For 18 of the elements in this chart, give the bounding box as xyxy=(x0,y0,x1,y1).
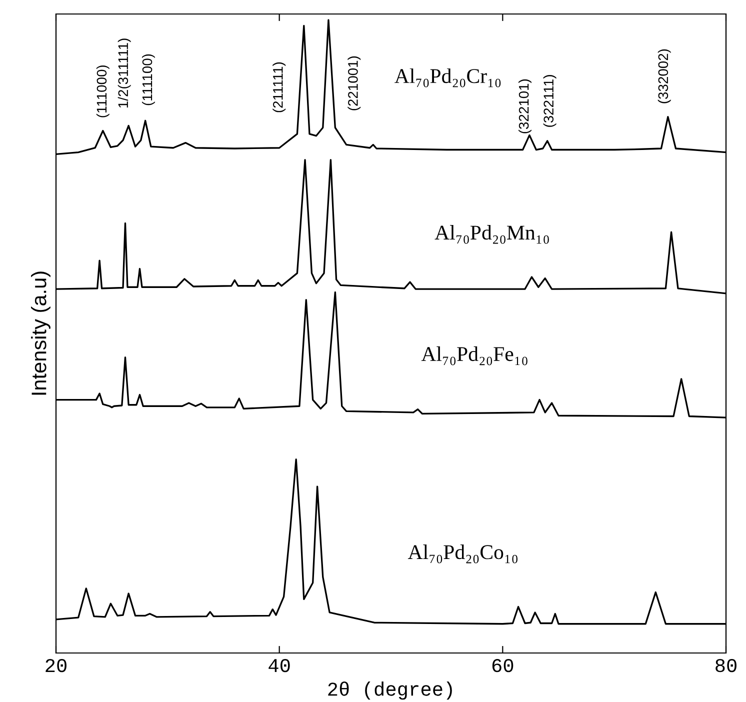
x-tick-label: 60 xyxy=(492,658,514,672)
series-label: Al₇₀Pd₂₀Fe₁₀ xyxy=(421,346,528,366)
annotation: (111000) xyxy=(96,65,110,118)
annotation: (221001) xyxy=(348,56,361,110)
x-tick-label: 20 xyxy=(46,658,66,672)
text: Al₇₀Pd₂₀Co₁₀ xyxy=(408,544,518,564)
annotation: (211111) xyxy=(272,62,286,112)
x-axis-title: 2θ (degree) xyxy=(328,682,452,700)
annotation: (322101) xyxy=(518,79,532,134)
annotation: (111100) xyxy=(142,54,155,106)
x-tick-label: 40 xyxy=(268,658,290,672)
series-label: Al₇₀Pd₂₀Mn₁₀ xyxy=(434,225,549,244)
annotation: (322111) xyxy=(543,75,556,127)
text: Al₇₀Pd₂₀Cr₁₀ xyxy=(394,68,501,88)
annotation: 1/2(311111) xyxy=(118,38,131,108)
y-axis-title: Intensity (a.u) xyxy=(31,272,50,395)
annotation: (332002) xyxy=(658,49,671,104)
x-tick-label: 80 xyxy=(716,658,736,672)
